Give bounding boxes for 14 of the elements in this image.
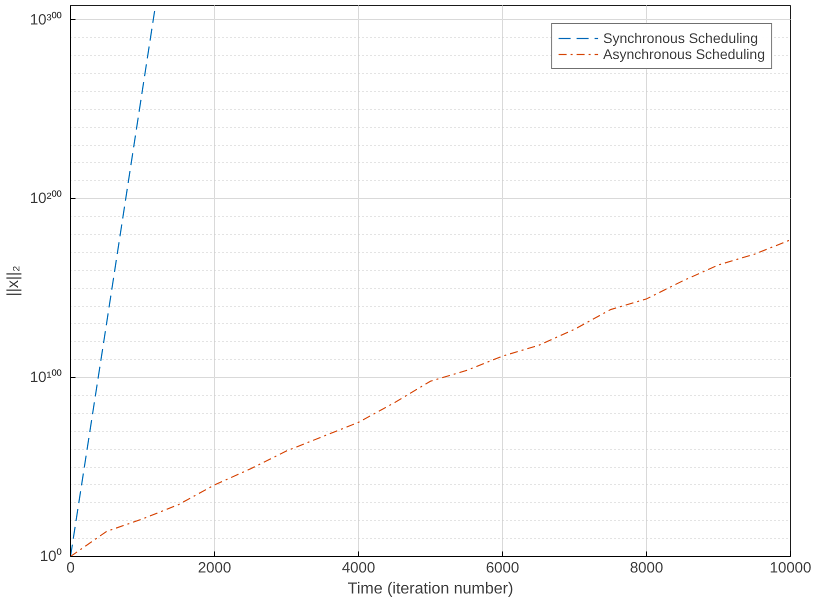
y-tick-label: 10¹⁰⁰ xyxy=(30,369,62,386)
y-axis-title: ||x||₂ xyxy=(4,266,22,296)
y-tick-label: 10³⁰⁰ xyxy=(30,11,62,28)
x-tick-label: 10000 xyxy=(770,560,812,576)
y-tick-label: 10²⁰⁰ xyxy=(30,190,62,208)
x-tick-label: 2000 xyxy=(198,560,232,576)
legend-label: Synchronous Scheduling xyxy=(603,30,758,46)
legend-label: Asynchronous Scheduling xyxy=(603,46,765,62)
x-tick-label: 6000 xyxy=(486,560,520,576)
x-tick-label: 8000 xyxy=(630,560,664,576)
x-tick-label: 4000 xyxy=(342,560,376,576)
x-axis-title: Time (iteration number) xyxy=(348,580,514,598)
y-tick-label: 10⁰ xyxy=(40,548,62,565)
x-tick-label: 0 xyxy=(66,560,75,576)
